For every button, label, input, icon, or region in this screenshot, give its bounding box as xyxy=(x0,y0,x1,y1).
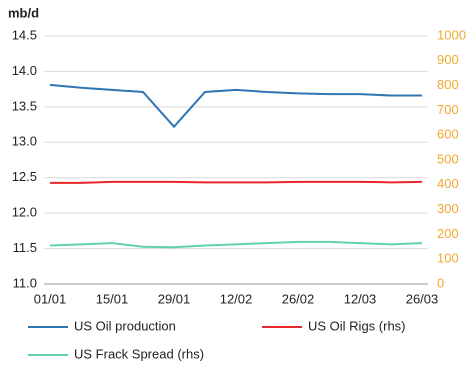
x-tick-label: 15/01 xyxy=(96,291,129,306)
series-line xyxy=(50,180,423,184)
series-line xyxy=(49,83,422,129)
y2-tick-label: 800 xyxy=(437,77,459,92)
y-axis-unit: mb/d xyxy=(8,5,39,20)
legend-label: US Oil Rigs (rhs) xyxy=(308,318,406,333)
y2-tick-label: 300 xyxy=(437,201,459,216)
y2-tick-label: 100 xyxy=(437,251,459,266)
x-tick-label: 26/03 xyxy=(406,291,439,306)
y-tick-label: 14.0 xyxy=(12,63,37,78)
y-tick-label: 13.5 xyxy=(12,98,37,113)
y2-tick-label: 600 xyxy=(437,127,459,142)
y-tick-label: 11.5 xyxy=(13,240,37,255)
y2-tick-label: 500 xyxy=(437,151,459,166)
y-tick-label: 12.0 xyxy=(12,205,37,220)
y2-tick-label: 400 xyxy=(437,176,459,191)
y2-tick-label: 200 xyxy=(437,226,459,241)
y2-tick-label: 700 xyxy=(437,102,459,117)
legend-label: US Oil production xyxy=(74,318,176,333)
y2-tick-label: 900 xyxy=(437,52,459,67)
y2-tick-label: 0 xyxy=(437,275,444,290)
y-tick-label: 11.0 xyxy=(13,275,37,290)
x-tick-label: 12/02 xyxy=(220,291,253,306)
x-tick-label: 26/02 xyxy=(282,291,315,306)
x-tick-label: 01/01 xyxy=(34,291,67,306)
legend-label: US Frack Spread (rhs) xyxy=(74,346,204,361)
x-tick-label: 12/03 xyxy=(344,291,377,306)
y-tick-label: 12.5 xyxy=(12,169,37,184)
y-tick-label: 13.0 xyxy=(12,134,37,149)
series-line xyxy=(49,240,423,249)
x-tick-label: 29/01 xyxy=(158,291,191,306)
y-tick-label: 14.5 xyxy=(12,27,37,42)
y2-tick-label: 1000 xyxy=(437,27,466,42)
